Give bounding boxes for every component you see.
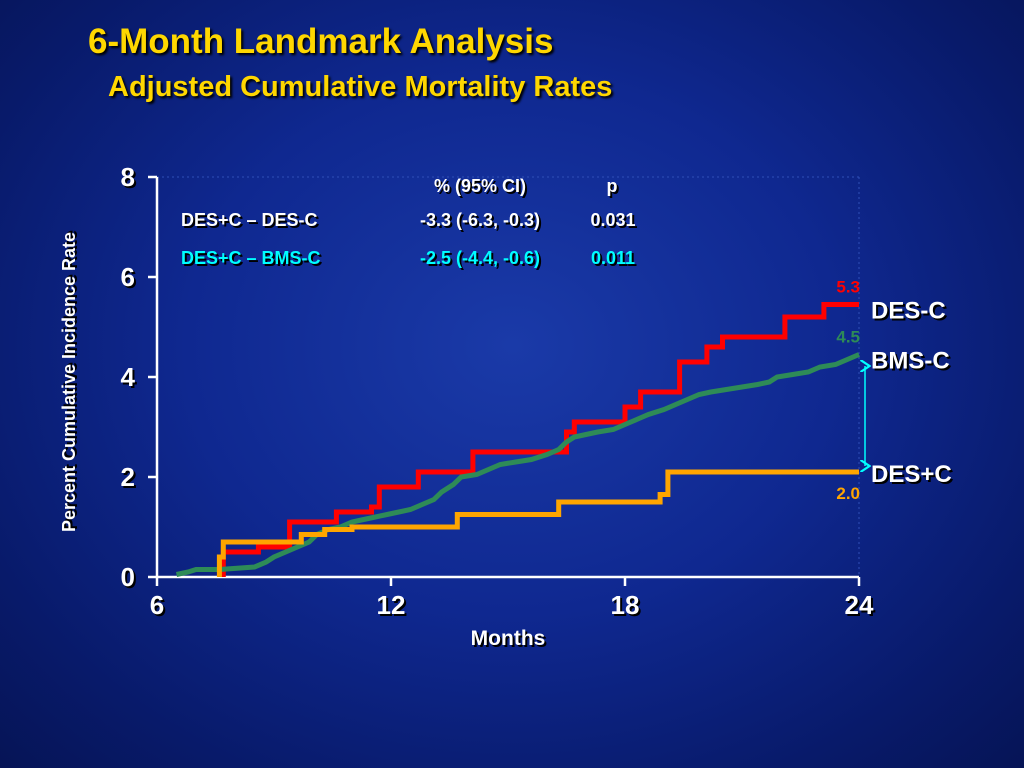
- table-row-p: 0.011: [591, 248, 635, 268]
- series-line-des-c: [216, 469, 859, 577]
- x-tick-label: 6: [150, 590, 164, 620]
- table-row-p-shadow: 0.031: [592, 212, 637, 232]
- series-layer: [175, 302, 860, 577]
- table-row-label-shadow: DES+C – DES-C: [183, 212, 320, 232]
- y-tick-label-shadow: 4: [123, 364, 138, 394]
- series-name-label: DES+C: [871, 461, 952, 488]
- table-row-p: 0.031: [590, 210, 635, 230]
- table-row-estimate-shadow: -3.3 (-6.3, -0.3): [422, 212, 542, 232]
- x-tick-label-shadow: 18: [613, 592, 642, 622]
- y-tick-label: 8: [121, 162, 135, 192]
- y-tick-label: 6: [121, 262, 135, 292]
- table-row-label: DES+C – BMS-C: [181, 248, 321, 268]
- series-name-label-shadow: DES-C: [873, 300, 948, 327]
- series-name-label-shadow: BMS-C: [873, 350, 952, 377]
- y-tick-label-shadow: 2: [123, 464, 137, 494]
- table-header-p: p: [607, 176, 618, 196]
- table-row-label: DES+C – DES-C: [181, 210, 318, 230]
- y-axis-label-shadow: Percent Cumulative Incidence Rate: [61, 230, 81, 530]
- y-tick-label: 0: [121, 562, 135, 592]
- table-row-p-shadow: 0.011: [593, 250, 637, 270]
- table-row-estimate: -3.3 (-6.3, -0.3): [420, 210, 540, 230]
- slide-title: 6-Month Landmark Analysis: [88, 22, 554, 61]
- series-name-label-shadow: DES+C: [873, 463, 954, 490]
- x-tick-label: 18: [611, 590, 640, 620]
- grid-layer: [157, 176, 860, 577]
- series-name-label: BMS-C: [871, 348, 950, 375]
- end-value-label: 4.5: [836, 328, 860, 347]
- end-value-label: 5.3: [836, 278, 860, 297]
- y-tick-label-shadow: 8: [123, 164, 137, 194]
- slide-subtitle: Adjusted Cumulative Mortality Rates: [108, 71, 613, 103]
- x-axis-label: Months: [471, 627, 546, 650]
- series-line-bms-c: [175, 352, 860, 577]
- y-tick-label: 2: [121, 462, 135, 492]
- y-tick-label: 4: [121, 362, 136, 392]
- x-tick-label: 24: [845, 590, 874, 620]
- x-tick-label: 12: [377, 590, 406, 620]
- table-header-p-shadow: p: [609, 178, 620, 198]
- y-tick-label-shadow: 0: [123, 564, 137, 594]
- table-header-estimate-shadow: % (95% CI): [436, 178, 528, 198]
- table-header-estimate: % (95% CI): [434, 176, 526, 196]
- table-row-estimate-shadow: -2.5 (-4.4, -0.6): [422, 250, 542, 270]
- x-axis-label-shadow: Months: [473, 629, 548, 652]
- series-name-label: DES-C: [871, 298, 946, 325]
- y-axis-label-group: Percent Cumulative Incidence RatePercent…: [59, 230, 81, 532]
- y-tick-label-shadow: 6: [123, 264, 137, 294]
- table-row-label-shadow: DES+C – BMS-C: [183, 250, 323, 270]
- end-value-label: 2.0: [836, 484, 860, 503]
- x-tick-label-shadow: 12: [379, 592, 408, 622]
- y-axis-label: Percent Cumulative Incidence Rate: [59, 232, 79, 532]
- x-tick-label-shadow: 6: [152, 592, 166, 622]
- x-tick-label-shadow: 24: [847, 592, 876, 622]
- table-row-estimate: -2.5 (-4.4, -0.6): [420, 248, 540, 268]
- series-line-des-c: [220, 302, 859, 577]
